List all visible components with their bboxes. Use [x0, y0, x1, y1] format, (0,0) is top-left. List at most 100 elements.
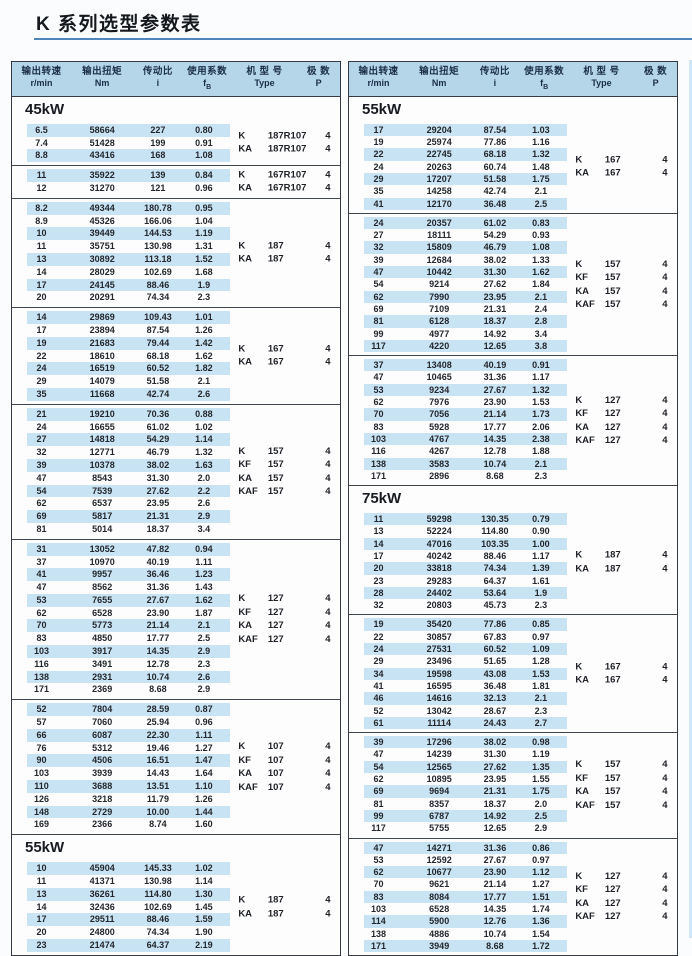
cell-ratio: 31.36	[146, 582, 170, 593]
table-row: 24 20357 61.02 0.83	[349, 216, 677, 230]
type-model: 187R107	[267, 130, 307, 142]
table-row: 46 14616 32.13 2.1	[349, 692, 677, 705]
cell-service-factor: 2.9	[534, 823, 548, 834]
cell-output-speed: 39	[36, 459, 47, 470]
cell-output-speed: 11	[36, 876, 47, 887]
cell-output-torque: 5755	[429, 823, 450, 834]
cell-output-speed: 11	[373, 514, 384, 525]
cell-output-speed: 57	[36, 717, 47, 728]
type-model: 127	[267, 620, 284, 632]
cell-ratio: 12.76	[483, 916, 507, 927]
type-model: 127	[267, 633, 284, 645]
cell-output-torque: 6128	[429, 316, 450, 327]
cell-output-speed: 29	[373, 173, 384, 184]
table-row: 6.5 58664 227 0.80	[12, 123, 340, 137]
cell-output-torque: 12771	[89, 447, 115, 458]
type-code: K	[575, 870, 583, 882]
cell-output-speed: 11	[36, 241, 47, 252]
table-row: 103 6528 14.35 1.74	[349, 903, 677, 915]
cell-service-factor: 1.03	[532, 124, 550, 135]
cell-output-torque: 5014	[92, 523, 113, 534]
table-row: 99 4977 14.92 3.4	[349, 328, 677, 340]
pole-count: 4	[662, 786, 668, 798]
cell-output-torque: 10378	[89, 459, 115, 470]
cell-output-speed: 41	[36, 569, 47, 580]
cell-output-speed: 8.8	[35, 150, 48, 161]
cell-ratio: 67.83	[483, 631, 507, 642]
type-code: K	[575, 759, 583, 771]
cell-output-speed: 39	[373, 737, 384, 748]
cell-ratio: 31.30	[146, 472, 170, 483]
table-row: 31 13052 47.82 0.94	[12, 542, 340, 556]
cell-output-torque: 2369	[92, 684, 113, 695]
type-model: 187	[604, 563, 621, 575]
cell-ratio: 87.54	[146, 324, 170, 335]
type-code: KA	[238, 908, 253, 920]
cell-output-torque: 14616	[426, 693, 452, 704]
type-model: 107	[267, 754, 284, 766]
pole-count: 4	[325, 768, 331, 780]
type-model: 157	[604, 759, 621, 771]
type-code: K	[575, 549, 583, 561]
cell-output-torque: 13042	[426, 705, 452, 716]
parameter-block: 31 13052 47.82 0.94 37 10970 40.19 1.11 41 9957 36…	[12, 538, 340, 700]
cell-output-speed: 24	[373, 644, 384, 655]
cell-service-factor: 1.10	[195, 781, 213, 792]
type-code: K	[238, 593, 246, 605]
table-row: 81 6128 18.37 2.8	[349, 315, 677, 328]
table-row: 83 8084 17.77 1.51	[349, 890, 677, 904]
type-row: K 167 4	[575, 660, 673, 674]
type-row: KAF 157 4	[575, 799, 673, 813]
cell-ratio: 12.78	[146, 658, 170, 669]
cell-ratio: 43.08	[483, 668, 507, 679]
cell-output-speed: 24	[36, 421, 47, 432]
cell-ratio: 19.46	[146, 742, 170, 753]
table-row: 53 12592 27.67 0.97	[349, 854, 677, 866]
table-row: 13 52224 114.80 0.90	[349, 525, 677, 537]
type-row: K 127 4	[575, 394, 673, 408]
table-row: 117 4220 12.65 3.8	[349, 339, 677, 353]
cell-service-factor: 2.3	[197, 658, 211, 669]
type-model: 187	[267, 253, 284, 265]
cell-output-torque: 19210	[89, 408, 115, 419]
type-row: K 167 4	[575, 153, 673, 167]
cell-output-torque: 45326	[89, 215, 115, 226]
scan-edge-artifact	[689, 60, 692, 938]
table-row: 53 9234 27.67 1.32	[349, 383, 677, 397]
type-row: K 187 4	[238, 239, 336, 253]
type-code: KA	[238, 620, 253, 632]
cell-output-torque: 6528	[429, 904, 450, 915]
cell-output-speed: 69	[373, 303, 384, 314]
cell-output-torque: 4850	[92, 633, 113, 644]
cell-output-torque: 4767	[429, 433, 450, 444]
type-code: KA	[575, 285, 590, 297]
cell-service-factor: 1.36	[532, 916, 550, 927]
parameter-block: 6.5 58664 227 0.80 7.4 51428 199 0.91 8.8 43416 16…	[12, 121, 340, 165]
type-model: 157	[267, 459, 284, 471]
cell-ratio: 23.95	[483, 774, 507, 785]
cell-output-speed: 13	[36, 888, 47, 899]
type-row: KA 167 4	[575, 167, 673, 181]
cell-output-torque: 3949	[429, 940, 450, 951]
cell-output-torque: 7990	[429, 291, 450, 302]
cell-output-torque: 5817	[92, 511, 113, 522]
cell-output-speed: 14	[36, 312, 47, 323]
table-row: 126 3218 11.79 1.26	[12, 793, 340, 806]
type-code: KF	[575, 772, 588, 784]
cell-output-torque: 5928	[429, 421, 450, 432]
cell-service-factor: 2.9	[197, 511, 211, 522]
pole-count: 4	[325, 445, 331, 457]
cell-service-factor: 1.75	[532, 173, 550, 184]
cell-service-factor: 2.9	[197, 646, 211, 657]
parameter-block: 11 59298 130.35 0.79 13 52224 114.80 0.90 14 4701…	[349, 510, 677, 614]
table-row: 29 14079 51.58 2.1	[12, 375, 340, 388]
cell-service-factor: 1.61	[532, 575, 550, 586]
cell-service-factor: 0.87	[195, 704, 213, 715]
cell-ratio: 61.02	[483, 217, 507, 228]
column-header-unit: Nm	[431, 78, 447, 88]
cell-service-factor: 2.9	[197, 684, 211, 695]
column-header-unit: Type	[591, 78, 612, 88]
cell-ratio: 42.74	[146, 388, 170, 399]
type-model: 127	[604, 911, 621, 923]
cell-service-factor: 1.17	[532, 551, 550, 561]
